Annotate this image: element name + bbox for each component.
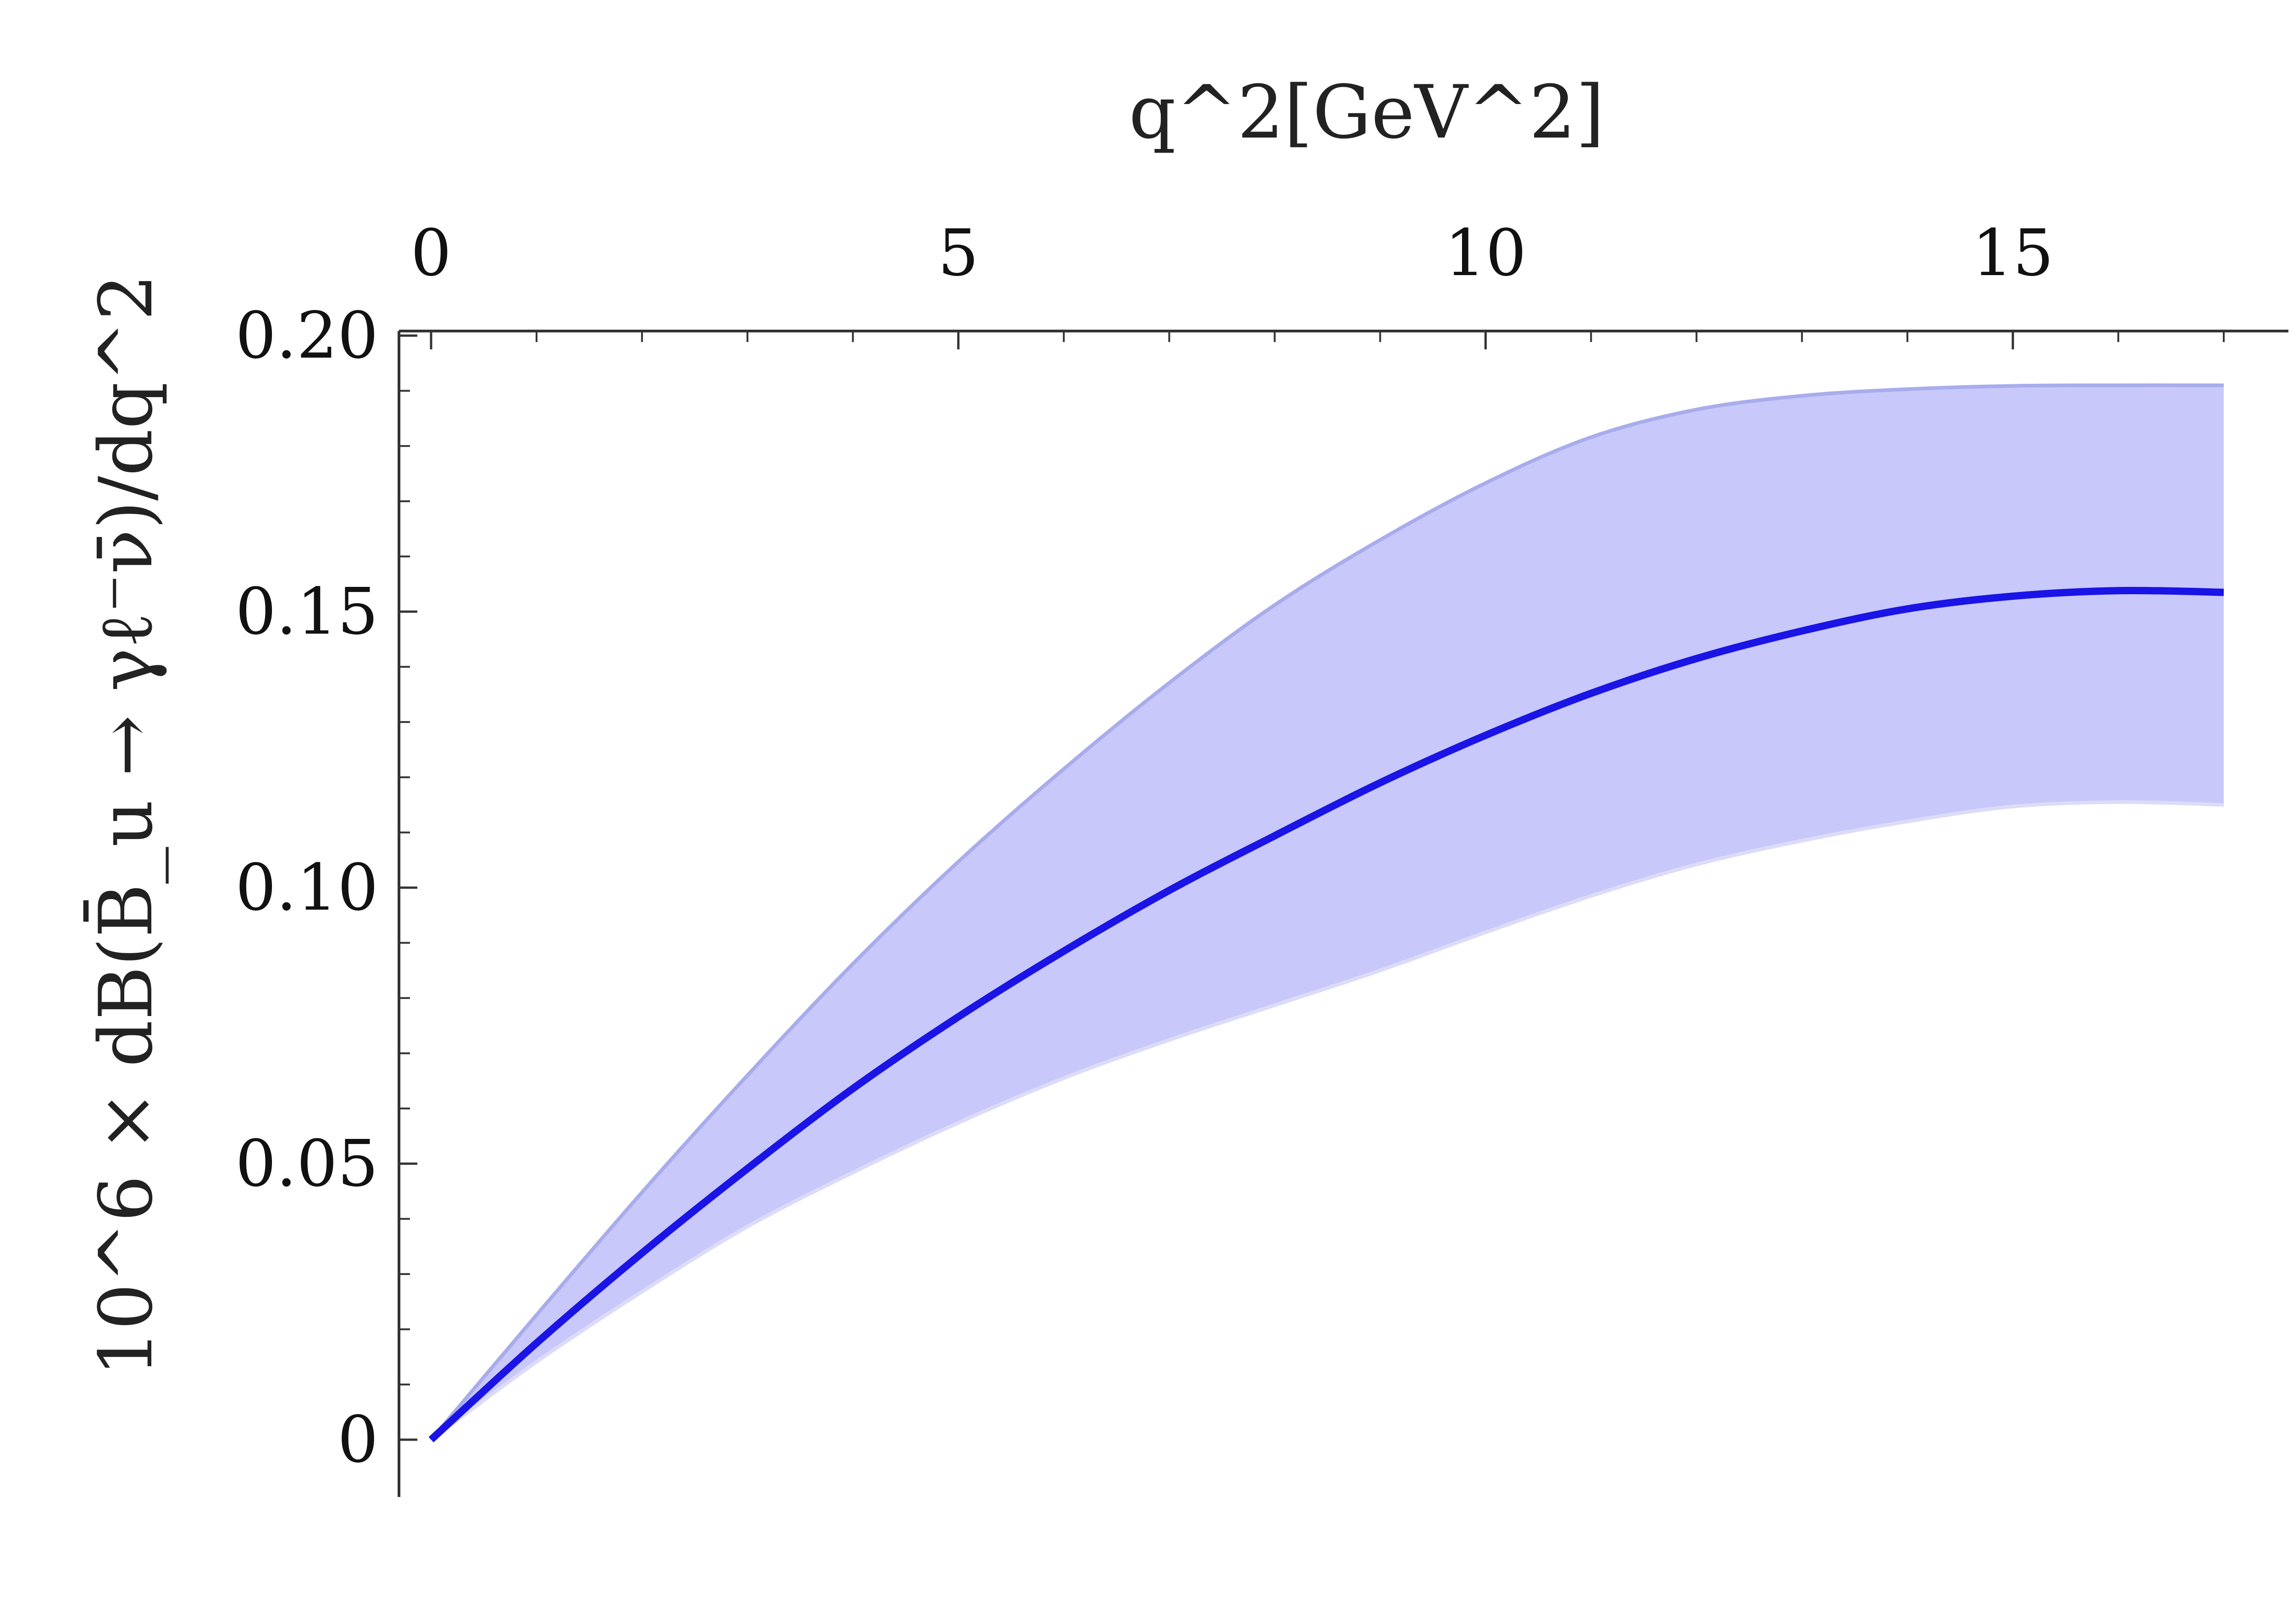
axes-layer [398,330,2288,1497]
tick-labels-layer: 0 5 10 15 0 0.05 0.10 0.15 0.20 [235,216,2054,1477]
uncertainty-band [431,385,2224,1440]
x-tick-label: 0 [410,216,451,291]
y-tick-label: 0.15 [235,574,378,649]
x-axis-title: q^2[GeV^2] [1129,69,1604,155]
y-axis-title: 10^6 × dB(B̄_u → γℓ⁻ν̄)/dq^2 [83,274,169,1376]
y-tick-label: 0.10 [235,851,378,925]
band-layer [429,383,2224,1442]
ticks-layer [399,331,2225,1441]
band-lower-edge [430,800,2224,1442]
y-tick-label: 0 [338,1403,378,1477]
y-tick-label: 0.20 [235,298,378,373]
y-tick-label: 0.05 [235,1127,378,1201]
x-tick-label: 15 [1972,216,2054,291]
x-tick-label: 10 [1445,216,1526,291]
line-layer [428,586,2224,1442]
series-line [428,586,2224,1442]
band-upper-edge [429,383,2224,1441]
x-tick-label: 5 [938,216,979,291]
